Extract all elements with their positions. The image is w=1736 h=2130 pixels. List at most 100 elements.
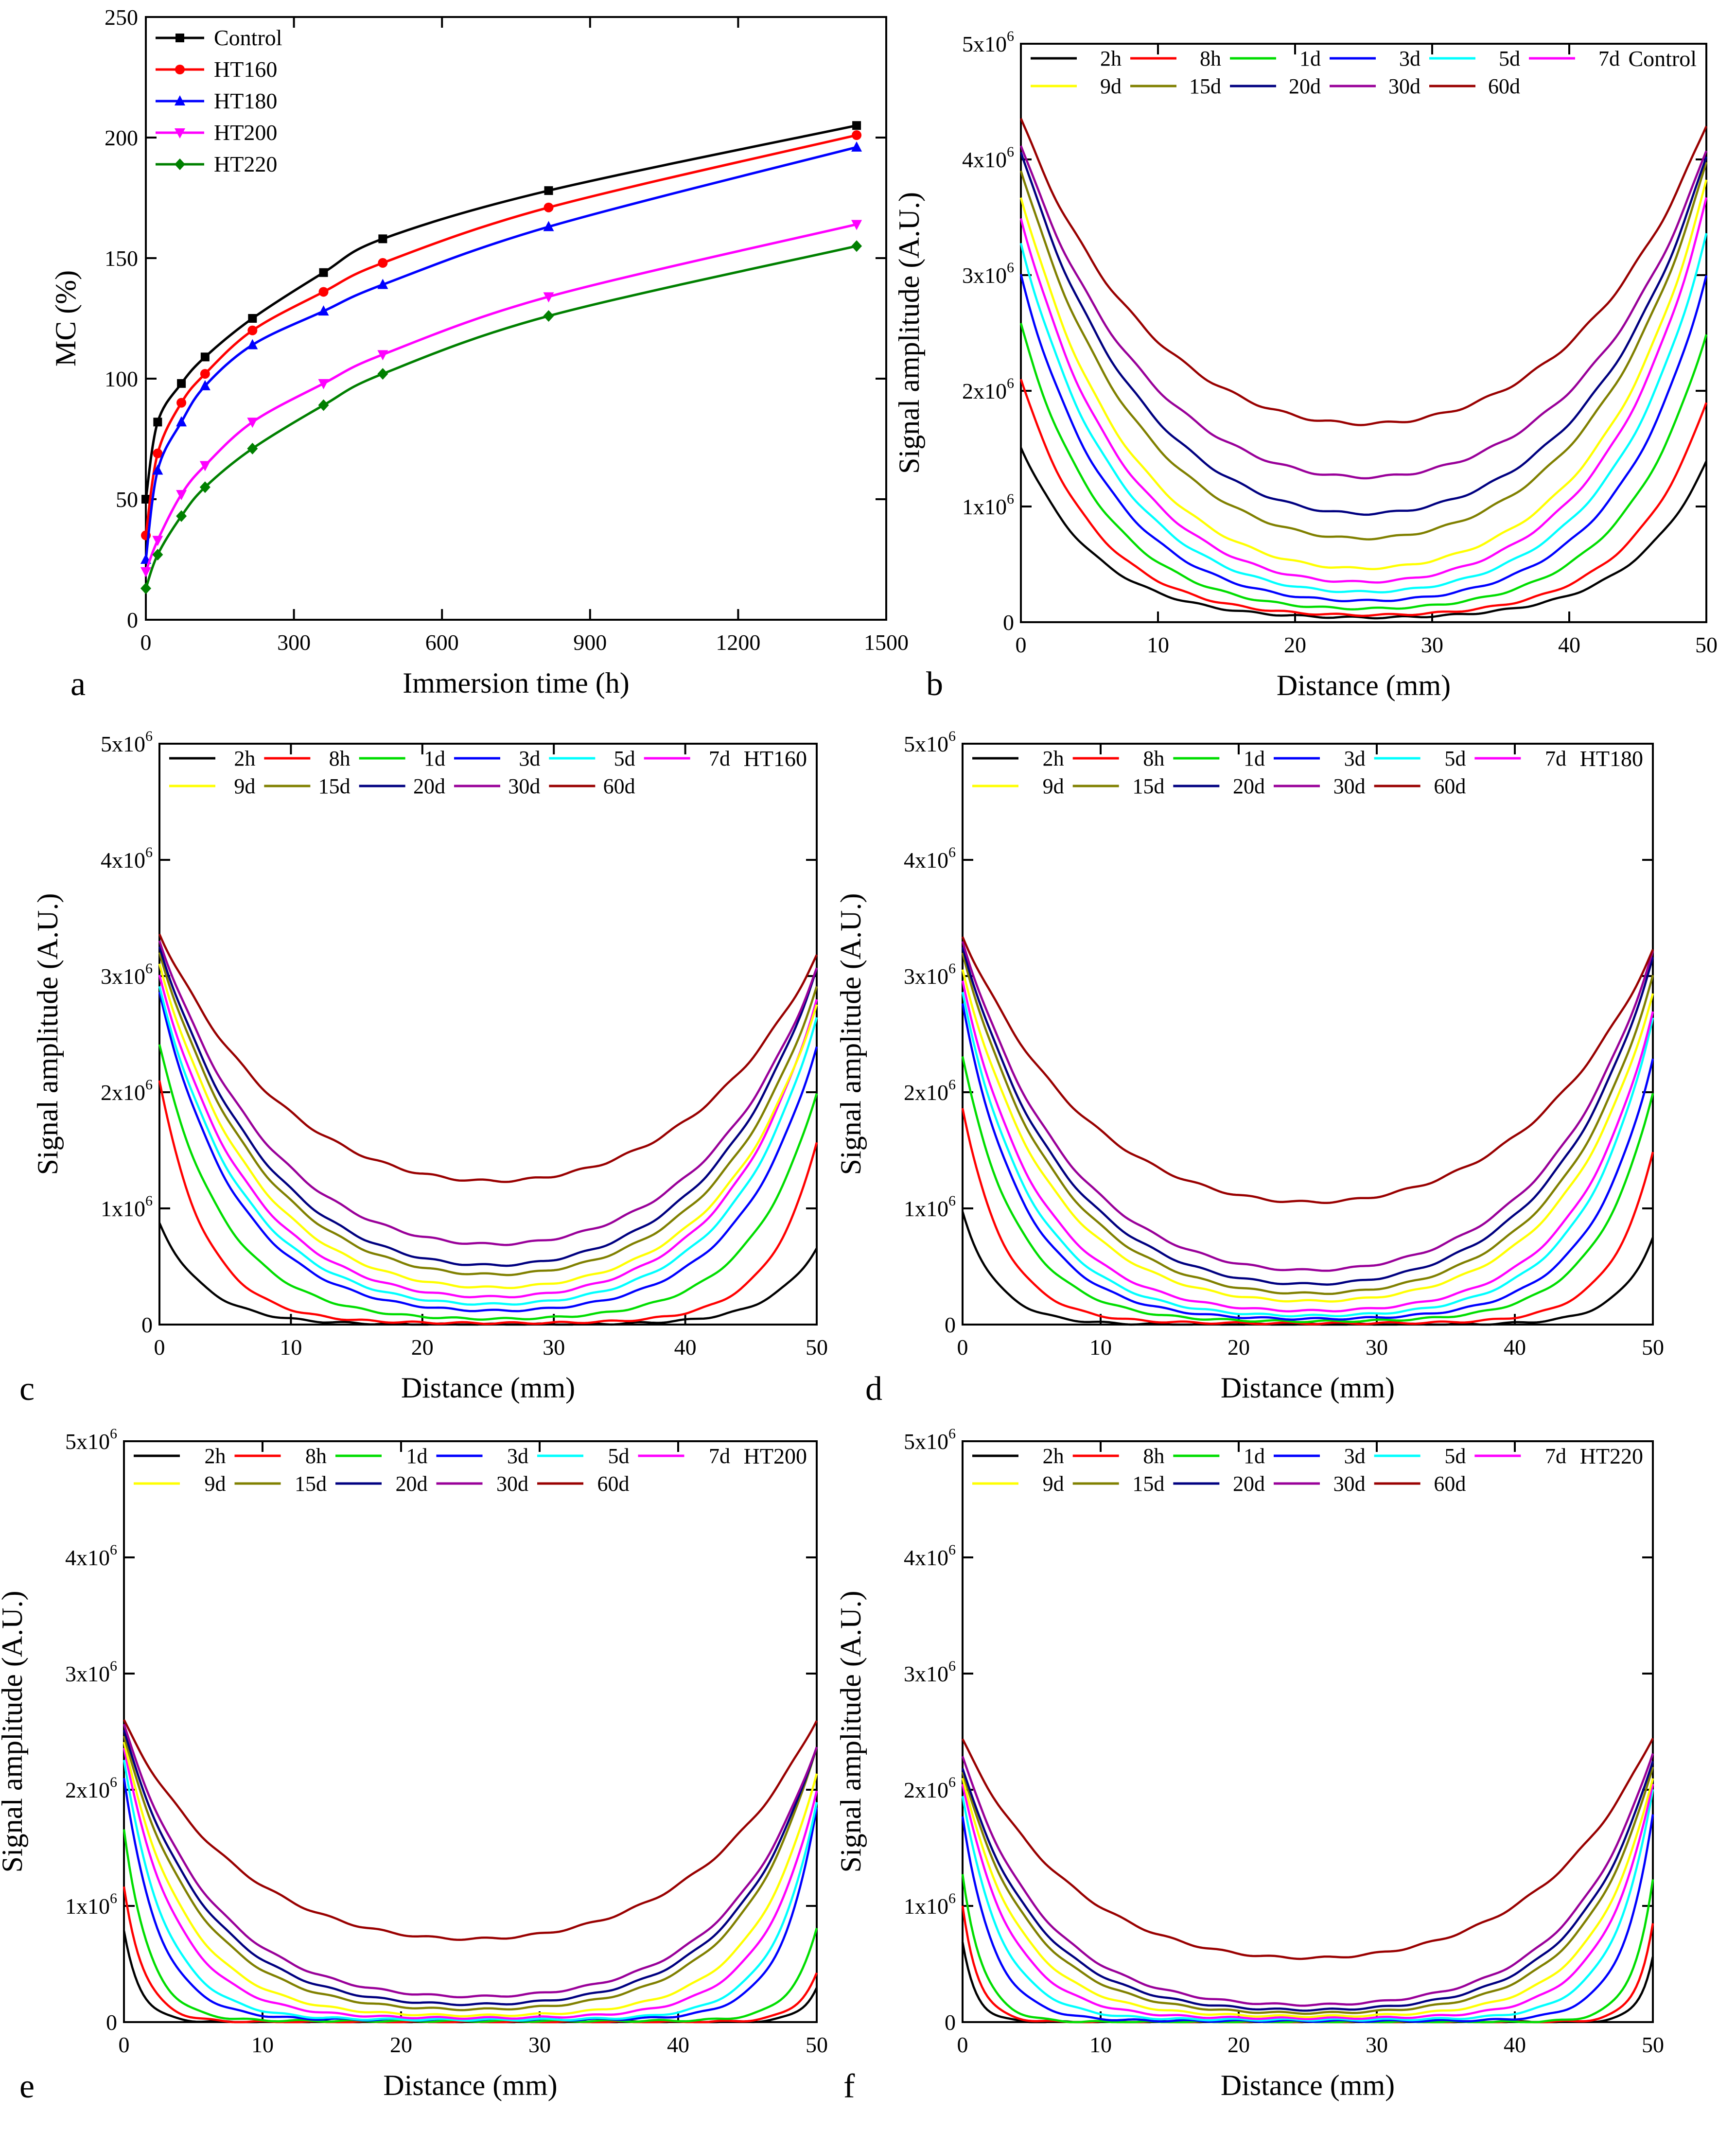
- legend-label: 60d: [1434, 774, 1466, 798]
- y-tick-label: 0: [141, 1312, 153, 1337]
- y-tick-label: 5x106: [962, 28, 1014, 56]
- legend-label: 9d: [1100, 74, 1122, 98]
- x-tick-label: 0: [1016, 632, 1027, 657]
- series-line-7d: [1019, 197, 1708, 584]
- data-point: [140, 567, 151, 577]
- series-line-1d: [961, 1874, 1654, 2024]
- data-point: [152, 464, 163, 475]
- legend-label: 9d: [1043, 1472, 1064, 1496]
- y-tick-label: 4x106: [101, 844, 153, 873]
- legend-label: 20d: [413, 774, 445, 798]
- x-tick-label: 50: [806, 2032, 828, 2057]
- legend-label: 3d: [519, 747, 540, 770]
- legend-label: 8h: [1200, 47, 1221, 70]
- legend-label: 2h: [1043, 1444, 1064, 1468]
- data-point: [378, 258, 388, 268]
- legend-label: HT220: [214, 152, 277, 176]
- y-axis-title: Signal amplitude (A.U.): [0, 1591, 28, 1873]
- x-tick-label: 300: [277, 630, 311, 655]
- data-point: [199, 481, 210, 493]
- x-tick-label: 600: [425, 630, 459, 655]
- legend-label: 30d: [508, 774, 540, 798]
- series-line-15d: [961, 952, 1654, 1295]
- legend-label: 15d: [1189, 74, 1221, 98]
- x-tick-label: 20: [390, 2032, 412, 2057]
- series-line-15d: [123, 1735, 818, 2011]
- legend-label: 15d: [1132, 1472, 1164, 1496]
- legend-label: 7d: [1545, 747, 1566, 770]
- data-point: [852, 121, 861, 130]
- x-tick-label: 0: [154, 1335, 165, 1360]
- data-point: [544, 186, 553, 195]
- panel-label: f: [843, 2068, 855, 2105]
- y-tick-label: 4x106: [962, 144, 1014, 172]
- data-point: [247, 325, 258, 335]
- x-tick-label: 30: [1421, 632, 1443, 657]
- x-tick-label: 10: [280, 1335, 302, 1360]
- data-point: [852, 130, 862, 140]
- legend-label: 7d: [709, 1444, 730, 1468]
- y-tick-label: 250: [105, 5, 138, 30]
- x-tick-label: 40: [674, 1335, 697, 1360]
- data-point: [177, 379, 186, 388]
- y-tick-label: 3x106: [65, 1658, 117, 1686]
- y-tick-label: 2x106: [65, 1774, 117, 1802]
- data-point: [247, 418, 258, 428]
- series-line-7d: [961, 980, 1654, 1312]
- legend-label: 9d: [234, 774, 255, 798]
- legend-label: 1d: [1299, 47, 1321, 70]
- series-line-60d: [961, 936, 1654, 1205]
- y-tick-label: 4x106: [65, 1542, 117, 1570]
- data-point: [176, 510, 187, 522]
- series-line-ht220: [144, 244, 857, 589]
- y-tick-label: 2x106: [101, 1077, 153, 1105]
- y-tick-label: 5x106: [904, 728, 956, 756]
- legend-label: HT160: [214, 57, 277, 82]
- series-line-3d: [158, 992, 818, 1312]
- series-line-8h: [961, 1108, 1654, 1326]
- legend-label: 3d: [507, 1444, 528, 1468]
- series-line-ht200: [144, 223, 857, 572]
- legend-label: 2h: [205, 1444, 226, 1468]
- series-line-2h: [1019, 447, 1708, 620]
- panel-title: HT220: [1580, 1444, 1643, 1468]
- data-point: [175, 128, 185, 139]
- data-point: [247, 339, 258, 349]
- series-line-5d: [961, 1789, 1654, 2022]
- x-axis-title: Immersion time (h): [403, 667, 630, 699]
- legend-label: 1d: [424, 747, 445, 770]
- y-axis-title: Signal amplitude (A.U.): [32, 893, 64, 1175]
- data-point: [176, 398, 187, 408]
- legend-label: 30d: [1333, 1472, 1366, 1496]
- series-line-2h: [961, 1211, 1654, 1326]
- y-tick-label: 0: [945, 1312, 956, 1337]
- legend-label: 30d: [1333, 774, 1366, 798]
- data-point: [377, 279, 388, 289]
- y-tick-label: 5x106: [904, 1426, 956, 1454]
- data-point: [318, 305, 329, 316]
- series-line-9d: [158, 963, 818, 1290]
- legend-label: 8h: [305, 1444, 327, 1468]
- y-tick-label: 1x106: [904, 1890, 956, 1919]
- legend-label: 60d: [603, 774, 635, 798]
- x-axis-title: Distance (mm): [401, 1372, 575, 1404]
- x-tick-label: 0: [140, 630, 152, 655]
- panel-title: HT200: [744, 1444, 807, 1468]
- series-line-ht180: [144, 146, 857, 560]
- panel-label: a: [70, 665, 86, 703]
- legend-label: 2h: [234, 747, 255, 770]
- x-axis-title: Distance (mm): [1221, 1372, 1395, 1404]
- data-point: [377, 350, 388, 361]
- legend-label: 8h: [1143, 1444, 1164, 1468]
- data-point: [199, 380, 210, 390]
- data-point: [851, 220, 862, 230]
- plot-frame: [962, 743, 1654, 1326]
- series-line-20d: [961, 1761, 1654, 2012]
- data-point: [200, 352, 210, 362]
- series-line-control: [144, 124, 857, 500]
- series-line-30d: [123, 1724, 818, 1999]
- data-point: [248, 314, 257, 323]
- legend-label: 5d: [1444, 747, 1466, 770]
- legend-label: 15d: [295, 1472, 327, 1496]
- y-tick-label: 3x106: [101, 960, 153, 989]
